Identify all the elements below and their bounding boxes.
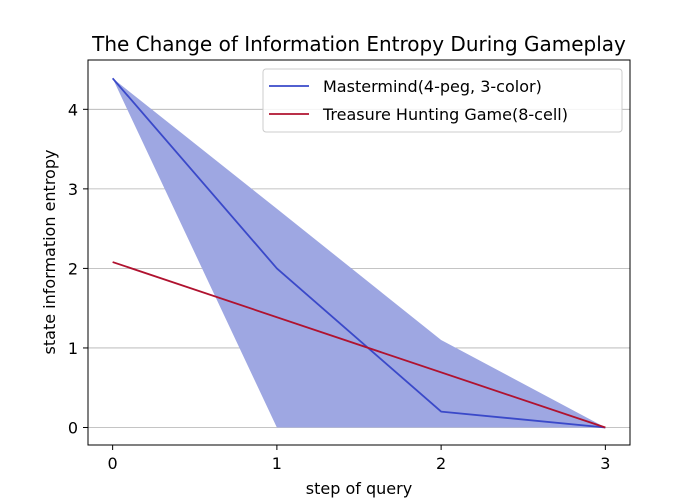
legend-label: Mastermind(4-peg, 3-color)	[323, 77, 542, 96]
y-axis-label: state information entropy	[40, 150, 59, 355]
x-tick-label: 3	[600, 454, 610, 473]
series-line	[112, 261, 606, 429]
legend-box	[262, 68, 623, 133]
y-tick-label: 2	[68, 259, 78, 278]
plot-frame	[87, 59, 631, 446]
x-axis-ticks: 0 1 2 3	[108, 445, 610, 473]
y-tick-label: 1	[68, 339, 78, 358]
y-axis-ticks: 0 1 2 3 4	[68, 100, 88, 438]
chart-title: The Change of Information Entropy During…	[91, 32, 626, 56]
confidence-bands	[112, 78, 606, 428]
x-tick-label: 1	[272, 454, 282, 473]
series-band	[112, 78, 606, 428]
y-tick-label: 4	[68, 100, 78, 119]
legend: Mastermind(4-peg, 3-color) Treasure Hunti…	[262, 68, 623, 133]
y-tick-label: 0	[68, 419, 78, 438]
series-lines	[111, 77, 606, 429]
x-tick-label: 2	[436, 454, 446, 473]
x-tick-label: 0	[108, 454, 118, 473]
series-line	[111, 77, 606, 429]
x-axis-label: step of query	[306, 479, 412, 498]
y-tick-label: 3	[68, 180, 78, 199]
legend-label: Treasure Hunting Game(8-cell)	[322, 105, 568, 124]
